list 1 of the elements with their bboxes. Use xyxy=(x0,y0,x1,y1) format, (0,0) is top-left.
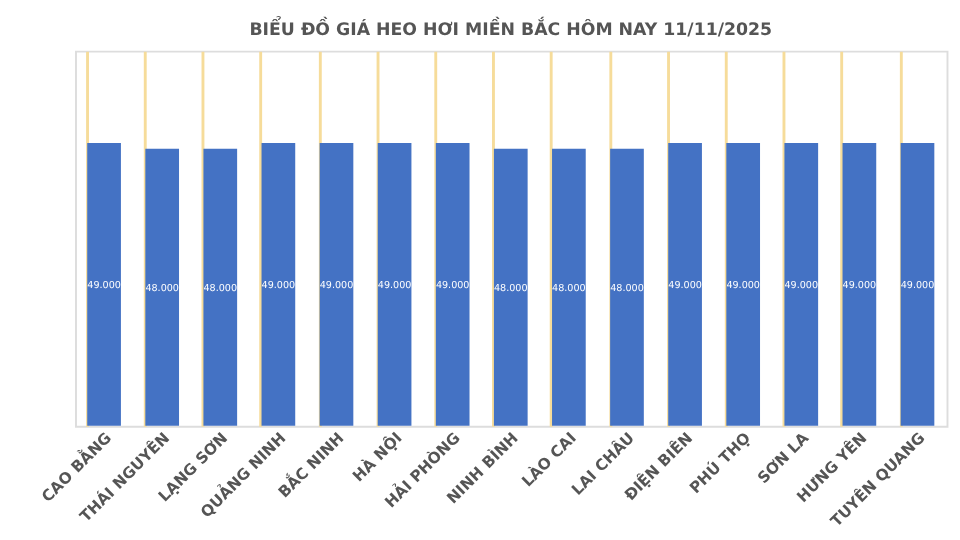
chart-title: BIỂU ĐỒ GIÁ HEO HƠI MIỀN BẮC HÔM NAY 11/11/2025 xyxy=(249,15,773,42)
